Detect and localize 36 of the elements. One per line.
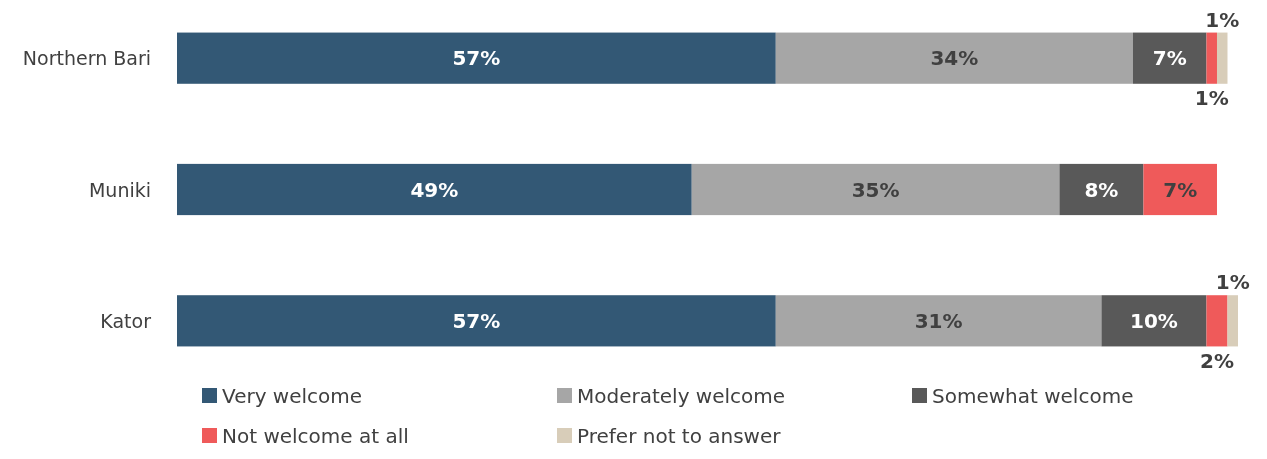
- bar: [1216, 32, 1228, 84]
- data-label: 31%: [914, 308, 963, 333]
- legend-label: Somewhat welcome: [932, 384, 1134, 408]
- bar: [1059, 163, 1144, 216]
- data-label: 35%: [851, 177, 900, 202]
- bar: [1227, 295, 1238, 347]
- bar: [177, 163, 692, 216]
- legend-label: Very welcome: [222, 384, 363, 408]
- data-label: 8%: [1084, 177, 1119, 202]
- data-label: 7%: [1152, 46, 1187, 71]
- bar: [1132, 32, 1207, 84]
- legend-label: Not welcome at all: [222, 424, 409, 448]
- bar: [1143, 163, 1217, 216]
- bar: [775, 295, 1102, 347]
- data-label: 1%: [1205, 7, 1240, 32]
- data-label: 10%: [1130, 308, 1178, 333]
- y-tick-label: Muniki: [88, 178, 151, 201]
- legend-label: Prefer not to answer: [577, 424, 782, 448]
- bar: [1101, 295, 1207, 347]
- y-tick-label: Kator: [100, 309, 152, 332]
- bar: [177, 32, 776, 84]
- data-label: 7%: [1163, 177, 1198, 202]
- data-label: 49%: [410, 177, 459, 202]
- y-tick-label: Northern Bari: [22, 47, 151, 70]
- legend-label: Moderately welcome: [577, 384, 786, 408]
- bar: [1206, 32, 1217, 84]
- data-label: 1%: [1194, 85, 1229, 110]
- data-label: 34%: [930, 46, 979, 71]
- data-label: 57%: [452, 46, 501, 71]
- bar: [177, 295, 776, 347]
- data-label: 1%: [1215, 270, 1250, 295]
- data-label: 2%: [1200, 348, 1234, 373]
- bar: [691, 163, 1060, 216]
- data-label: 57%: [452, 308, 501, 333]
- bar: [775, 32, 1133, 84]
- bar: [1206, 295, 1228, 347]
